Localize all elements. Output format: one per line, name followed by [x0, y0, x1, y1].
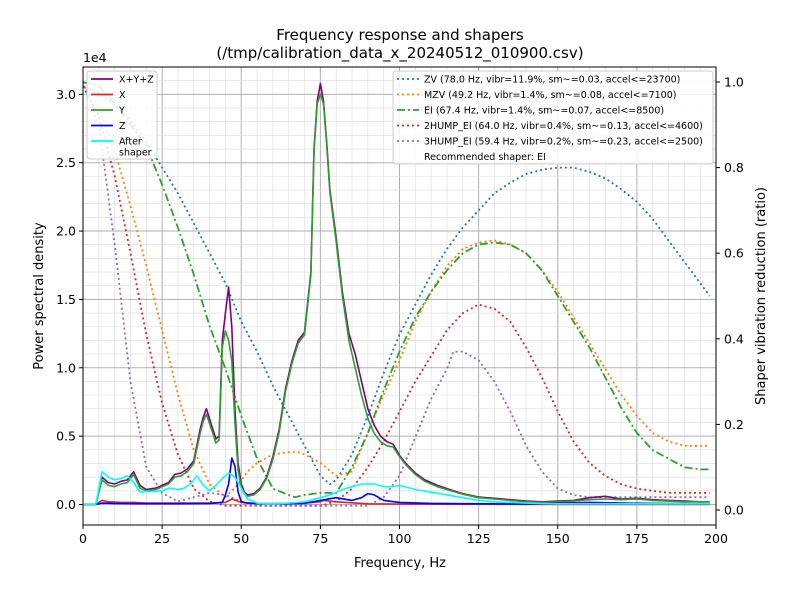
y2-axis-label: Shaper vibration reduction (ratio) — [754, 187, 769, 405]
psd-legend-label: shaper — [119, 148, 152, 159]
y2-tick-label: 1.0 — [724, 74, 744, 89]
y2-tick-label: 0.0 — [724, 503, 744, 518]
x-tick-label: 25 — [154, 531, 170, 546]
shaper-legend-box — [392, 70, 714, 165]
y-tick-label: 0.5 — [56, 429, 76, 444]
shaper-legend-label: EI (67.4 Hz, vibr=1.4%, sm~=0.07, accel<… — [424, 106, 664, 117]
y2-tick-label: 0.8 — [724, 160, 744, 175]
x-tick-label: 75 — [312, 531, 328, 546]
psd-line-4 — [83, 470, 710, 506]
shaper-line-3 — [82, 85, 710, 507]
psd-curves — [83, 82, 710, 506]
x-tick-label: 175 — [625, 531, 649, 546]
y-axis-ticks: 0.0 0.5 1.0 1.5 2.0 2.5 3.0 — [56, 87, 83, 512]
x-tick-label: 100 — [388, 531, 412, 546]
shaper-curves — [82, 81, 711, 507]
y2-tick-label: 0.6 — [724, 246, 744, 261]
psd-legend-label: After — [119, 137, 142, 148]
x-axis-ticks: 0 25 50 75 100 125 150 175 200 — [79, 525, 728, 546]
recommended-shaper-text: Recommended shaper: EI — [424, 152, 546, 163]
y-axis-label: Power spectral density — [32, 222, 47, 370]
psd-legend-label: Y — [118, 106, 125, 117]
shaper-legend-label: 2HUMP_EI (64.0 Hz, vibr=0.4%, sm~=0.13, … — [424, 121, 703, 132]
chart-title-line-2: (/tmp/calibration_data_x_20240512_010900… — [216, 44, 583, 63]
y2-tick-label: 0.2 — [724, 417, 744, 432]
y-tick-label: 1.0 — [56, 360, 76, 375]
x-tick-label: 150 — [546, 531, 570, 546]
shaper-legend: ZV (78.0 Hz, vibr=11.9%, sm~=0.03, accel… — [392, 70, 714, 165]
psd-legend-label: X — [119, 90, 126, 101]
y2-tick-label: 0.4 — [724, 331, 744, 346]
x-axis-label: Frequency, Hz — [354, 556, 446, 571]
y-tick-label: 2.5 — [56, 155, 76, 170]
y-tick-label: 1.5 — [56, 292, 76, 307]
psd-line-2 — [83, 93, 710, 506]
shaper-line-2 — [82, 81, 710, 499]
shaper-line-0 — [82, 85, 711, 486]
y-tick-label: 2.0 — [56, 224, 76, 239]
x-tick-label: 200 — [704, 531, 728, 546]
psd-legend-label: Z — [119, 121, 126, 132]
shaper-line-1 — [82, 85, 710, 499]
y2-axis-ticks: 0.0 0.2 0.4 0.6 0.8 1.0 — [716, 74, 744, 518]
psd-legend-label: X+Y+Z — [119, 75, 154, 86]
x-tick-label: 50 — [233, 531, 249, 546]
y-tick-label: 0.0 — [56, 497, 76, 512]
shaper-legend-label: 3HUMP_EI (59.4 Hz, vibr=0.2%, sm~=0.23, … — [424, 137, 703, 148]
x-tick-label: 0 — [79, 531, 87, 546]
x-tick-label: 125 — [467, 531, 491, 546]
shaper-legend-label: MZV (49.2 Hz, vibr=1.4%, sm~=0.08, accel… — [424, 90, 676, 101]
shaper-legend-label: ZV (78.0 Hz, vibr=11.9%, sm~=0.03, accel… — [424, 75, 680, 86]
psd-legend-box — [86, 70, 158, 160]
chart-title-line-1: Frequency response and shapers — [276, 26, 524, 44]
y-axis-multiplier: 1e4 — [83, 50, 107, 65]
y-tick-label: 3.0 — [56, 87, 76, 102]
